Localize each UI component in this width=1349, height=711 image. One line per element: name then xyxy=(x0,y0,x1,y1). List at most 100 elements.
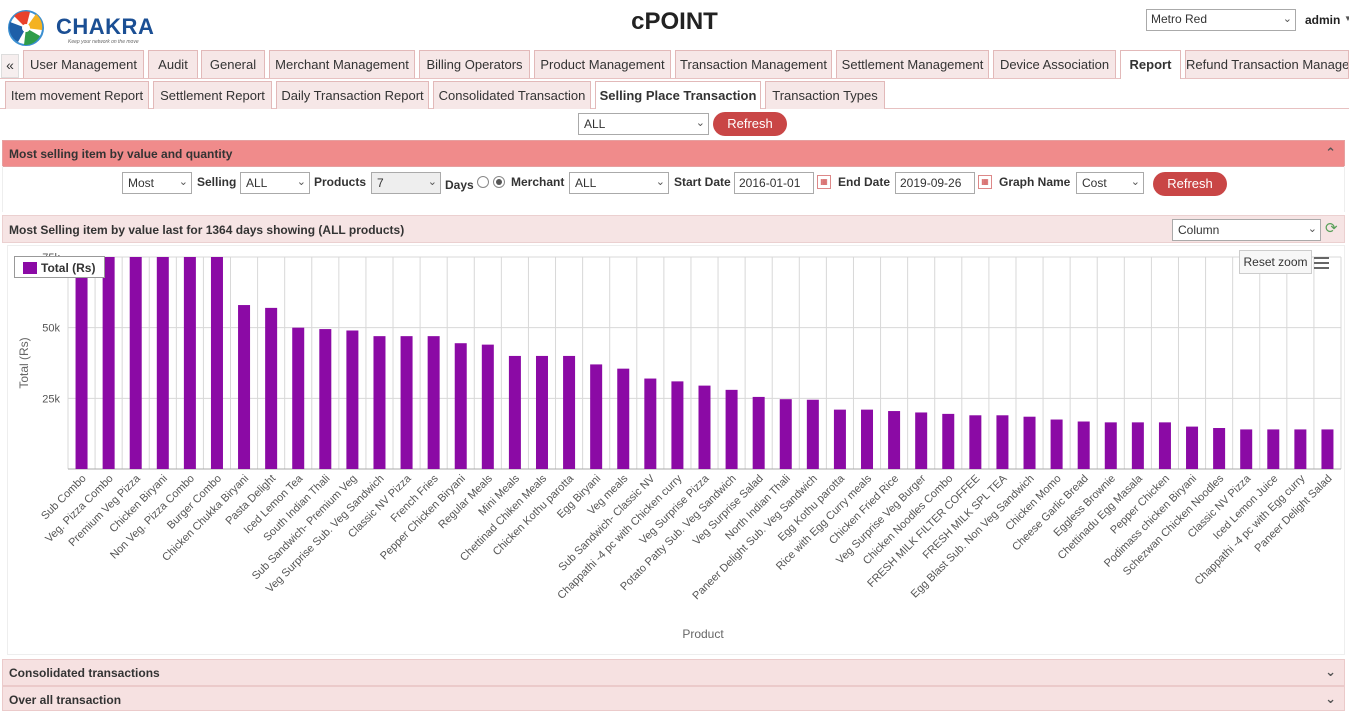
legend-swatch xyxy=(23,262,37,274)
chart-bar xyxy=(1050,419,1063,469)
reset-zoom-button[interactable]: Reset zoom xyxy=(1239,250,1312,274)
chart-bar xyxy=(671,381,684,469)
chart-menu-icon[interactable] xyxy=(1314,257,1329,271)
chart-bar xyxy=(1321,429,1334,469)
chart-bar xyxy=(1267,429,1280,469)
tab-billing-operators[interactable]: Billing Operators xyxy=(419,50,530,78)
chevron-down-icon: ⌄ xyxy=(296,176,306,188)
days-radio[interactable] xyxy=(477,176,489,188)
chevron-down-icon: ⌄ xyxy=(695,117,705,129)
main-tab-bar: « User Management Audit General Merchant… xyxy=(0,50,1349,79)
tab-report[interactable]: Report xyxy=(1120,50,1181,79)
selling-select-value: ALL xyxy=(246,176,268,190)
chart-bar xyxy=(617,368,630,469)
chevron-down-icon: ⌄ xyxy=(1282,13,1292,25)
overall-transaction-panel-header[interactable]: Over all transaction ⌄ xyxy=(2,686,1345,711)
consolidated-transactions-panel-header[interactable]: Consolidated transactions ⌄ xyxy=(2,659,1345,686)
merchant-select-value: ALL xyxy=(575,176,597,190)
products-count-select[interactable]: 7 ⌄ xyxy=(371,172,441,194)
merchant-select[interactable]: ALL ⌄ xyxy=(569,172,669,194)
operator-select[interactable]: Metro Red ⌄ xyxy=(1146,9,1296,31)
calendar-icon[interactable]: ▦ xyxy=(978,175,992,189)
tab-general[interactable]: General xyxy=(201,50,265,78)
chart-bar xyxy=(590,364,603,469)
chart-bar xyxy=(1213,428,1226,469)
most-selling-panel-header[interactable]: Most selling item by value and quantity … xyxy=(2,140,1345,167)
panel-title: Over all transaction xyxy=(9,693,122,707)
chart-type-value: Column xyxy=(1178,223,1220,237)
chart-bar xyxy=(563,355,576,469)
chevron-down-icon[interactable]: ⌄ xyxy=(1325,664,1336,679)
start-date-input[interactable]: 2016-01-01 xyxy=(734,172,814,194)
products-count-value: 7 xyxy=(377,176,384,190)
collapse-left-icon[interactable]: « xyxy=(1,54,19,78)
chart-bar xyxy=(427,336,440,469)
chart-bar xyxy=(888,411,901,469)
most-least-value: Most xyxy=(128,176,155,190)
merchant-label: Merchant xyxy=(511,175,565,189)
chart-bar xyxy=(156,257,169,469)
most-least-select[interactable]: Most ⌄ xyxy=(122,172,192,194)
chart-bar xyxy=(481,344,494,469)
chart-bar xyxy=(346,330,359,469)
chevron-up-icon[interactable]: ⌃ xyxy=(1325,145,1336,160)
tab-user-management[interactable]: User Management xyxy=(23,50,144,78)
tab-transaction-management[interactable]: Transaction Management xyxy=(675,50,832,78)
chevron-down-icon: ⌄ xyxy=(655,176,665,188)
panel-title: Consolidated transactions xyxy=(9,666,160,680)
merchant-radio[interactable] xyxy=(493,176,505,188)
selling-select[interactable]: ALL ⌄ xyxy=(240,172,310,194)
refresh-icon[interactable]: ⟳ xyxy=(1325,220,1338,237)
filter-refresh-button[interactable]: Refresh xyxy=(1153,172,1227,196)
chart-bar xyxy=(535,355,548,469)
x-axis-title: Product xyxy=(682,627,724,641)
chart-bar xyxy=(1294,429,1307,469)
chakra-logo: CHAKRA Keep your network on the move xyxy=(6,8,156,48)
chevron-down-icon[interactable]: ⌄ xyxy=(1325,691,1336,706)
tab-settlement-management[interactable]: Settlement Management xyxy=(836,50,989,78)
tab-daily-transaction-report[interactable]: Daily Transaction Report xyxy=(276,81,429,109)
chart-bar xyxy=(265,307,278,469)
tab-audit[interactable]: Audit xyxy=(148,50,198,78)
chevron-down-icon: ⌄ xyxy=(1307,223,1317,235)
caret-down-icon[interactable]: ▼ xyxy=(1344,14,1349,23)
chart-bar xyxy=(1077,421,1090,469)
chart-legend[interactable]: Total (Rs) xyxy=(14,256,105,278)
tab-device-association[interactable]: Device Association xyxy=(993,50,1116,78)
tab-refund-transaction-management[interactable]: Refund Transaction Manage xyxy=(1185,50,1349,78)
tab-transaction-types[interactable]: Transaction Types xyxy=(765,81,885,109)
logo-tagline: Keep your network on the move xyxy=(68,39,139,45)
chevron-down-icon: ⌄ xyxy=(1130,176,1140,188)
place-select[interactable]: ALL ⌄ xyxy=(578,113,709,135)
report-tab-bar: Item movement Report Settlement Report D… xyxy=(0,79,1349,109)
calendar-icon[interactable]: ▦ xyxy=(817,175,831,189)
tab-product-management[interactable]: Product Management xyxy=(534,50,671,78)
chart-bar xyxy=(644,378,657,469)
start-date-label: Start Date xyxy=(674,175,731,189)
tab-item-movement-report[interactable]: Item movement Report xyxy=(5,81,149,109)
chart-bar xyxy=(373,336,386,469)
chevron-down-icon: ⌄ xyxy=(178,176,188,188)
tab-consolidated-transaction[interactable]: Consolidated Transaction xyxy=(433,81,591,109)
top-filter-bar: ALL ⌄ Refresh xyxy=(0,110,1349,140)
end-date-label: End Date xyxy=(838,175,891,189)
chart-title: Most Selling item by value last for 1364… xyxy=(9,223,405,237)
tab-merchant-management[interactable]: Merchant Management xyxy=(269,50,415,78)
chart-bar xyxy=(1023,416,1036,469)
graph-name-select[interactable]: Cost ⌄ xyxy=(1076,172,1144,194)
top-refresh-button[interactable]: Refresh xyxy=(713,112,787,136)
graph-name-value: Cost xyxy=(1082,176,1107,190)
chart-type-select[interactable]: Column ⌄ xyxy=(1172,219,1321,241)
legend-label: Total (Rs) xyxy=(41,261,96,275)
tab-selling-place-transaction[interactable]: Selling Place Transaction xyxy=(595,81,761,109)
chart-bar xyxy=(996,415,1009,469)
end-date-input[interactable]: 2019-09-26 xyxy=(895,172,975,194)
chart-header: Most Selling item by value last for 1364… xyxy=(2,215,1345,243)
user-menu[interactable]: admin xyxy=(1305,13,1341,27)
selling-filter-bar: Most ⌄ Selling ALL ⌄ Products 7 ⌄ Days M… xyxy=(2,166,1345,212)
chakra-logo-icon xyxy=(8,10,44,46)
days-label: Days xyxy=(445,178,474,192)
tab-settlement-report[interactable]: Settlement Report xyxy=(153,81,272,109)
